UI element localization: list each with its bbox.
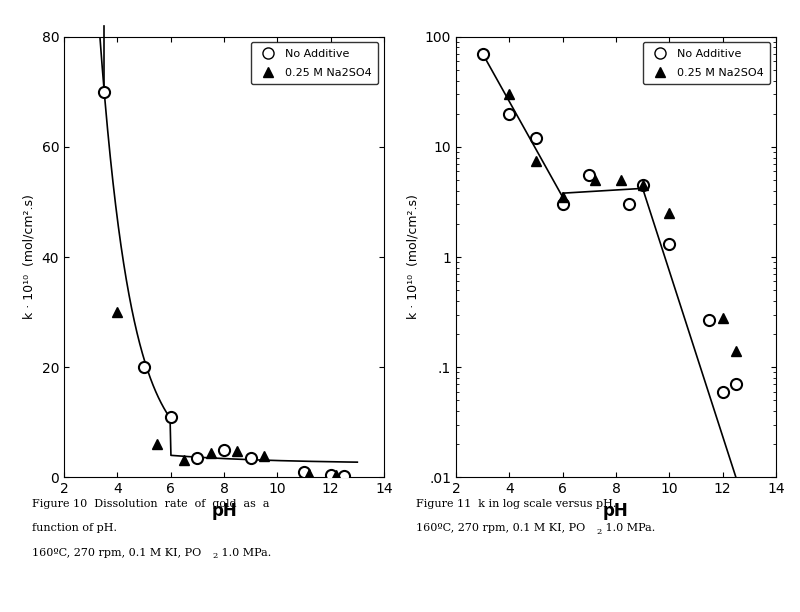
- Legend: No Additive, 0.25 M Na2SO4: No Additive, 0.25 M Na2SO4: [250, 42, 378, 84]
- Text: 1.0 MPa.: 1.0 MPa.: [602, 523, 655, 533]
- Text: 2: 2: [596, 528, 602, 536]
- Legend: No Additive, 0.25 M Na2SO4: No Additive, 0.25 M Na2SO4: [642, 42, 770, 84]
- Y-axis label: k · 10¹⁰  (mol/cm².s): k · 10¹⁰ (mol/cm².s): [23, 195, 36, 319]
- Text: 160ºC, 270 rpm, 0.1 M KI, PO: 160ºC, 270 rpm, 0.1 M KI, PO: [32, 548, 202, 558]
- Text: 1.0 MPa.: 1.0 MPa.: [218, 548, 271, 558]
- X-axis label: pH: pH: [603, 502, 629, 520]
- Text: 2: 2: [212, 552, 218, 560]
- Text: 160ºC, 270 rpm, 0.1 M KI, PO: 160ºC, 270 rpm, 0.1 M KI, PO: [416, 523, 586, 533]
- Text: function of pH.: function of pH.: [32, 523, 117, 533]
- Text: Figure 10  Dissolution  rate  of  gold  as  a: Figure 10 Dissolution rate of gold as a: [32, 499, 270, 509]
- X-axis label: pH: pH: [211, 502, 237, 520]
- Y-axis label: k · 10¹⁰  (mol/cm².s): k · 10¹⁰ (mol/cm².s): [406, 195, 419, 319]
- Text: Figure 11  k in log scale versus pH.: Figure 11 k in log scale versus pH.: [416, 499, 616, 509]
